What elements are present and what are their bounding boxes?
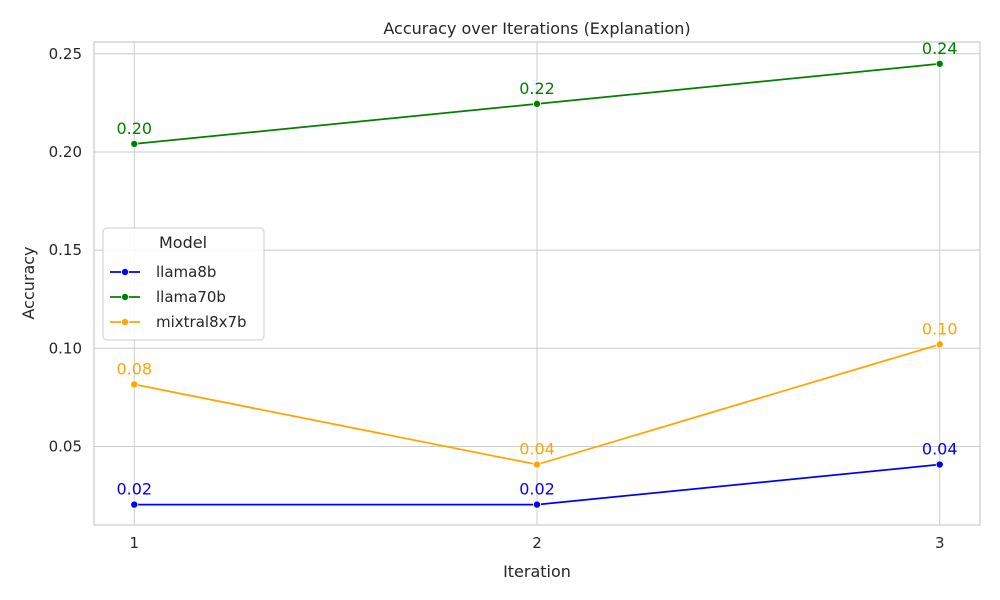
y-tick-label: 0.20 (49, 143, 82, 161)
legend-label: llama70b (156, 288, 226, 306)
data-point (935, 460, 944, 469)
tick-labels: 0.05 0.10 0.15 0.20 0.25 1 2 3 (49, 45, 945, 552)
y-axis-label: Accuracy (19, 246, 38, 319)
legend-label: mixtral8x7b (156, 313, 247, 331)
legend-item-mixtral8x7b: mixtral8x7b (110, 313, 247, 331)
data-label: 0.02 (116, 480, 152, 499)
data-point (130, 139, 139, 148)
legend-items: llama8b llama70b mixtral8x7b (110, 263, 247, 331)
data-label: 0.22 (519, 79, 555, 98)
legend-marker (121, 267, 130, 276)
series-llama70b: 0.20 0.22 0.24 (116, 39, 958, 148)
data-label: 0.24 (922, 39, 958, 58)
legend: Model llama8b llama70b mixtral8x7b (102, 227, 265, 341)
y-tick-label: 0.05 (49, 437, 82, 455)
data-point (935, 340, 944, 349)
data-label: 0.04 (922, 440, 958, 459)
legend-marker (121, 292, 130, 301)
y-tick-label: 0.25 (49, 45, 82, 63)
chart-title: Accuracy over Iterations (Explanation) (383, 19, 690, 38)
series-layer: 0.02 0.02 0.04 0.20 0.22 0.24 0.08 0.04 0.10 (116, 39, 958, 509)
data-point (533, 460, 542, 469)
legend-title: Model (159, 233, 207, 252)
x-tick-label: 2 (532, 534, 542, 552)
data-point (533, 99, 542, 108)
data-point (533, 500, 542, 509)
data-point (935, 59, 944, 68)
x-axis-label: Iteration (503, 562, 571, 581)
legend-item-llama8b: llama8b (110, 263, 216, 281)
legend-item-llama70b: llama70b (110, 288, 226, 306)
data-label: 0.10 (922, 319, 958, 338)
data-label: 0.02 (519, 480, 555, 499)
data-label: 0.04 (519, 440, 555, 459)
x-tick-label: 1 (129, 534, 139, 552)
series-mixtral8x7b: 0.08 0.04 0.10 (116, 319, 958, 469)
data-label: 0.08 (116, 359, 152, 378)
legend-label: llama8b (156, 263, 216, 281)
legend-box (102, 227, 265, 341)
data-label: 0.20 (116, 119, 152, 138)
x-tick-label: 3 (935, 534, 945, 552)
series-llama8b: 0.02 0.02 0.04 (116, 440, 958, 509)
plot-frame (93, 41, 981, 526)
data-point (130, 380, 139, 389)
y-tick-label: 0.10 (49, 339, 82, 357)
data-point (130, 500, 139, 509)
y-tick-label: 0.15 (49, 241, 82, 259)
legend-marker (121, 317, 130, 326)
